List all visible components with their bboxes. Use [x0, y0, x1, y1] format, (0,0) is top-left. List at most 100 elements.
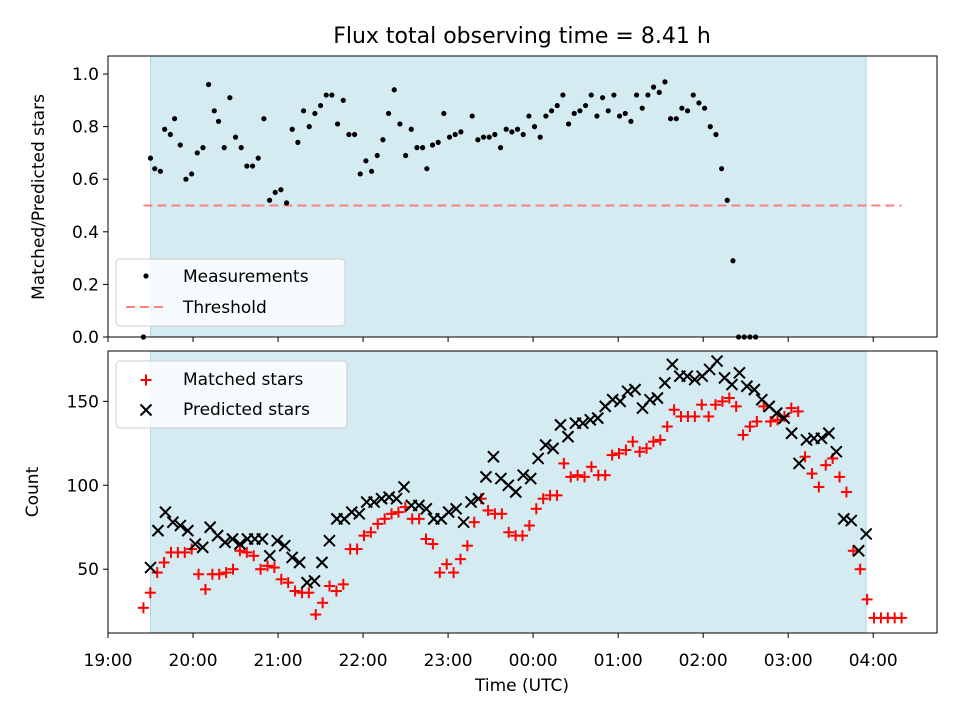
measurement-point — [701, 105, 708, 111]
matched-point — [282, 577, 294, 589]
top-points-layer — [140, 79, 759, 340]
predicted-point — [584, 413, 597, 427]
matched-point — [186, 543, 198, 555]
matched-point — [613, 447, 625, 459]
measurement-point — [599, 95, 606, 101]
matched-point — [213, 568, 225, 580]
top-y-axis-label: Matched/Predicted stars — [29, 94, 49, 300]
matched-point — [503, 526, 515, 538]
measurement-point — [446, 134, 453, 140]
measurement-point — [232, 134, 239, 140]
measurement-point — [340, 97, 346, 103]
measurement-point — [312, 110, 318, 117]
matched-point — [834, 471, 846, 483]
predicted-point — [792, 457, 806, 470]
predicted-point — [822, 427, 836, 440]
measurement-point — [639, 105, 645, 111]
matched-point — [820, 459, 832, 471]
matched-point — [654, 434, 666, 446]
predicted-point — [196, 541, 209, 554]
predicted-point — [151, 524, 165, 537]
legend-matched-marker — [140, 374, 152, 386]
bottom-y-axis-label: Count — [23, 466, 43, 517]
top-panel: 0.0 0.2 0.4 0.6 0.8 1.0 Matched/Predicted sta… — [29, 55, 938, 348]
matched-point — [716, 395, 728, 407]
measurement-point — [588, 92, 594, 98]
matched-point — [434, 567, 446, 579]
matched-point — [861, 593, 873, 605]
predicted-point — [666, 358, 679, 371]
predicted-point — [837, 512, 850, 526]
predicted-point — [830, 445, 843, 458]
predicted-point — [524, 472, 537, 485]
predicted-point — [293, 556, 306, 569]
matched-point — [647, 436, 659, 448]
measurement-point — [266, 197, 273, 203]
bottom-points-layer — [137, 354, 908, 624]
predicted-point — [233, 537, 247, 551]
measurement-point — [414, 145, 420, 151]
predicted-point — [308, 574, 321, 588]
measurement-point — [177, 142, 183, 148]
matched-point — [448, 567, 460, 579]
measurement-point — [189, 171, 195, 177]
matched-point — [627, 436, 639, 448]
matched-point — [144, 587, 156, 599]
matched-point — [806, 468, 818, 480]
measurement-point — [391, 87, 397, 93]
measurement-point — [300, 108, 307, 114]
top-legend: Measurements Threshold — [115, 258, 346, 327]
predicted-point — [800, 433, 813, 447]
predicted-point — [576, 416, 590, 430]
predicted-point — [144, 561, 157, 574]
matched-point — [289, 585, 301, 597]
predicted-point — [509, 485, 522, 499]
predicted-point — [688, 373, 701, 386]
bottom-x-ticks: 19:00 20:00 21:00 22:00 23:00 00:00 01:00 02:00… — [84, 633, 898, 671]
matched-point — [248, 550, 260, 562]
matched-point — [303, 587, 315, 599]
measurement-point — [351, 131, 358, 138]
matched-point — [193, 568, 205, 580]
measurement-point — [249, 163, 256, 169]
predicted-point — [345, 505, 358, 519]
matched-point — [579, 471, 591, 483]
measurement-point — [323, 92, 329, 98]
matched-point — [813, 481, 825, 493]
measurement-point — [611, 92, 617, 98]
predicted-point — [420, 502, 433, 515]
matched-point — [330, 585, 342, 597]
matched-point — [461, 540, 473, 552]
predicted-point — [658, 376, 672, 390]
matched-point — [847, 545, 859, 557]
measurement-point — [255, 155, 261, 161]
predicted-point — [464, 495, 478, 509]
predicted-point — [226, 532, 239, 546]
measurement-point — [172, 116, 178, 122]
measurement-point — [616, 113, 623, 119]
top-y-tick-label: 0.4 — [72, 223, 99, 243]
measurement-point — [662, 79, 668, 85]
measurement-point — [719, 166, 725, 172]
bottom-axes-frame — [107, 350, 938, 634]
matched-point — [668, 404, 680, 416]
predicted-point — [367, 495, 381, 509]
matched-point — [792, 405, 804, 417]
measurement-point — [543, 113, 549, 119]
measurement-point — [537, 134, 543, 140]
legend-threshold-label: Threshold — [182, 298, 267, 318]
predicted-point — [733, 366, 746, 380]
measurement-point — [374, 152, 380, 159]
predicted-point — [591, 411, 604, 425]
x-tick-label: 00:00 — [509, 651, 558, 671]
chart-title: Flux total observing time = 8.41 h — [333, 24, 711, 49]
x-tick-label: 23:00 — [424, 651, 473, 671]
predicted-point — [546, 442, 560, 455]
top-y-tick-label: 0.2 — [72, 275, 99, 295]
legend-matched-label: Matched stars — [183, 370, 303, 390]
measurement-point — [696, 100, 702, 106]
measurement-point — [283, 200, 290, 206]
measurement-point — [334, 121, 341, 127]
measurement-point — [480, 134, 487, 140]
top-y-tick-label: 0.8 — [72, 118, 99, 138]
